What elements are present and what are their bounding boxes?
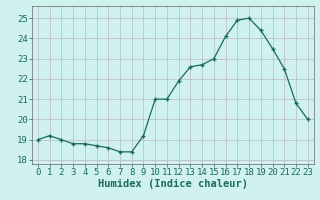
X-axis label: Humidex (Indice chaleur): Humidex (Indice chaleur)	[98, 179, 248, 189]
